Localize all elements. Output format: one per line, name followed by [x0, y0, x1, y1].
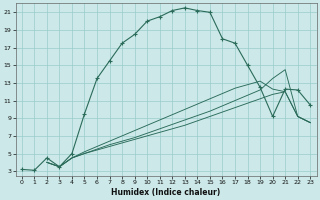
X-axis label: Humidex (Indice chaleur): Humidex (Indice chaleur) [111, 188, 221, 197]
